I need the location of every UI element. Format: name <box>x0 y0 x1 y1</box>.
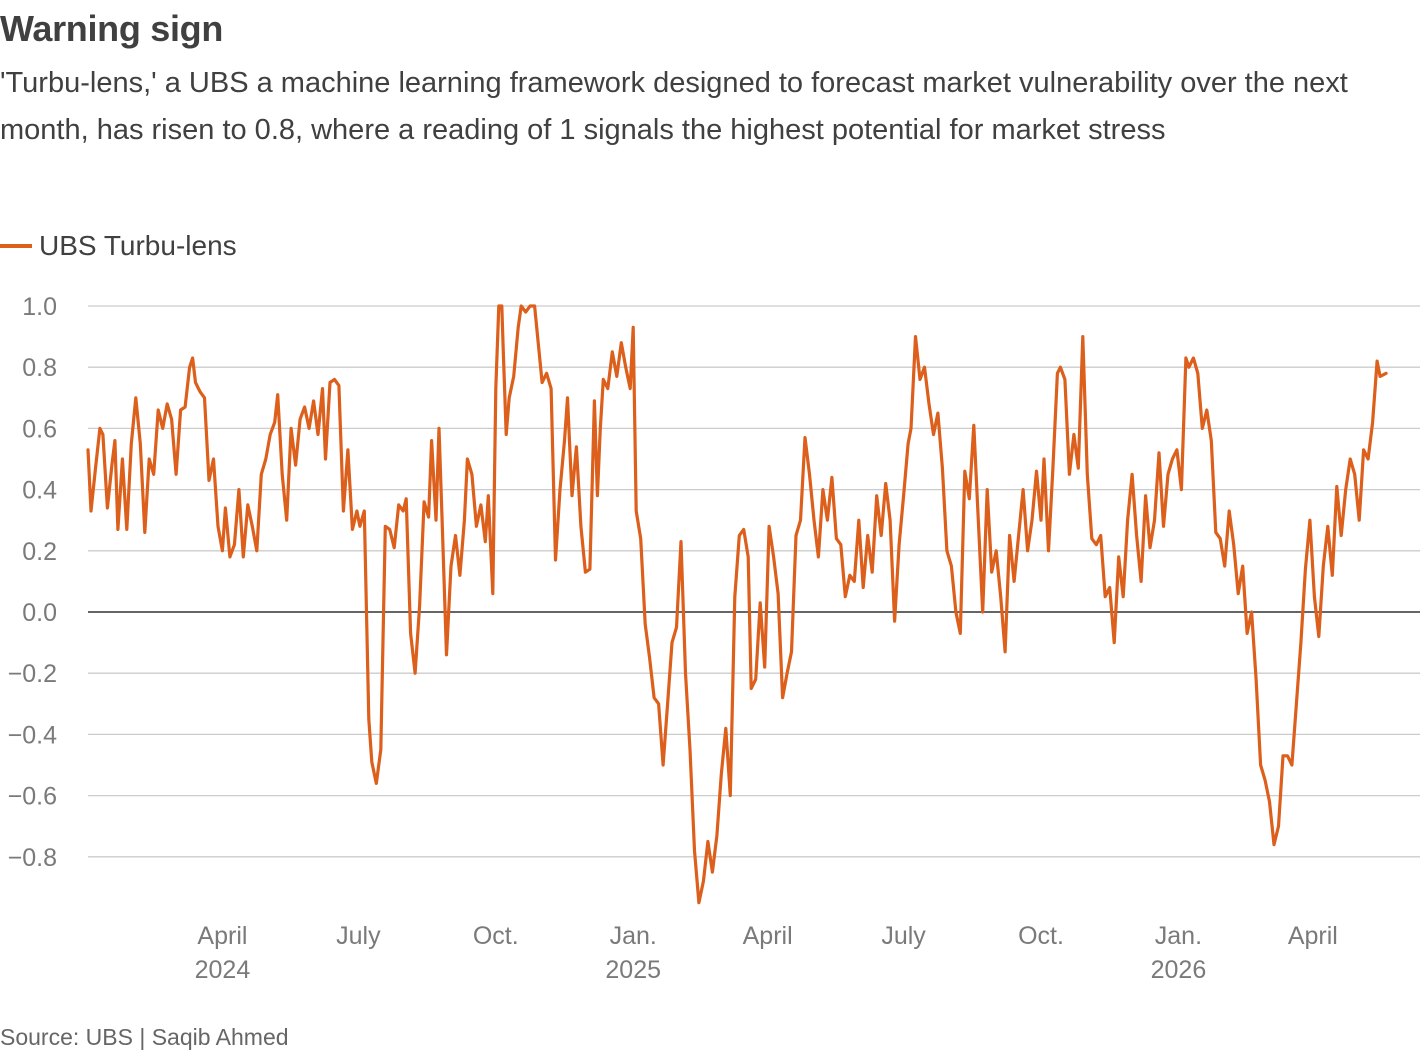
x-tick-label: Oct. <box>473 922 519 950</box>
x-tick-label: Jan. <box>610 922 657 950</box>
chart-subtitle: 'Turbu-lens,' a UBS a machine learning f… <box>0 67 1348 146</box>
x-tick-label: Oct. <box>1018 922 1064 950</box>
legend-swatch <box>0 244 32 248</box>
legend: UBS Turbu-lens <box>0 228 237 264</box>
x-tick-year-label: 2026 <box>1151 956 1207 984</box>
x-tick-year-label: 2024 <box>195 956 251 984</box>
legend-label: UBS Turbu-lens <box>39 230 237 261</box>
x-axis-labels: April 2024 July Oct. Jan. 2025 April July Oct. Ja… <box>195 922 1338 984</box>
y-tick-label: 0.4 <box>22 477 57 505</box>
y-tick-label: 0.2 <box>22 538 57 566</box>
y-tick-label: −0.4 <box>8 721 57 749</box>
y-tick-label: 1.0 <box>22 293 57 321</box>
chart-title: Warning sign <box>0 8 224 49</box>
y-tick-label: −0.6 <box>8 783 57 811</box>
x-tick-label: July <box>336 922 381 950</box>
source-note: Source: UBS | Saqib Ahmed <box>0 1024 289 1050</box>
series-layer <box>86 304 1388 905</box>
x-tick-label: April <box>1288 922 1338 950</box>
y-tick-label: 0.0 <box>22 599 57 627</box>
x-tick-year-label: 2025 <box>605 956 661 984</box>
series-line-ubs-turbu-lens <box>86 304 1388 905</box>
y-axis-labels: 1.0 0.8 0.6 0.4 0.2 0.0 −0.2 −0.4 −0.6 −0.8 <box>8 293 57 872</box>
y-tick-label: 0.8 <box>22 354 57 382</box>
y-tick-label: −0.2 <box>8 660 57 688</box>
x-tick-label: April <box>197 922 247 950</box>
grid-lines <box>88 305 1420 858</box>
x-tick-label: Jan. <box>1155 922 1202 950</box>
x-tick-label: April <box>743 922 793 950</box>
y-tick-label: −0.8 <box>8 844 57 872</box>
y-tick-label: 0.6 <box>22 415 57 443</box>
line-chart: 1.0 0.8 0.6 0.4 0.2 0.0 −0.2 −0.4 −0.6 −0.8 April… <box>8 293 1420 984</box>
x-tick-label: July <box>881 922 926 950</box>
